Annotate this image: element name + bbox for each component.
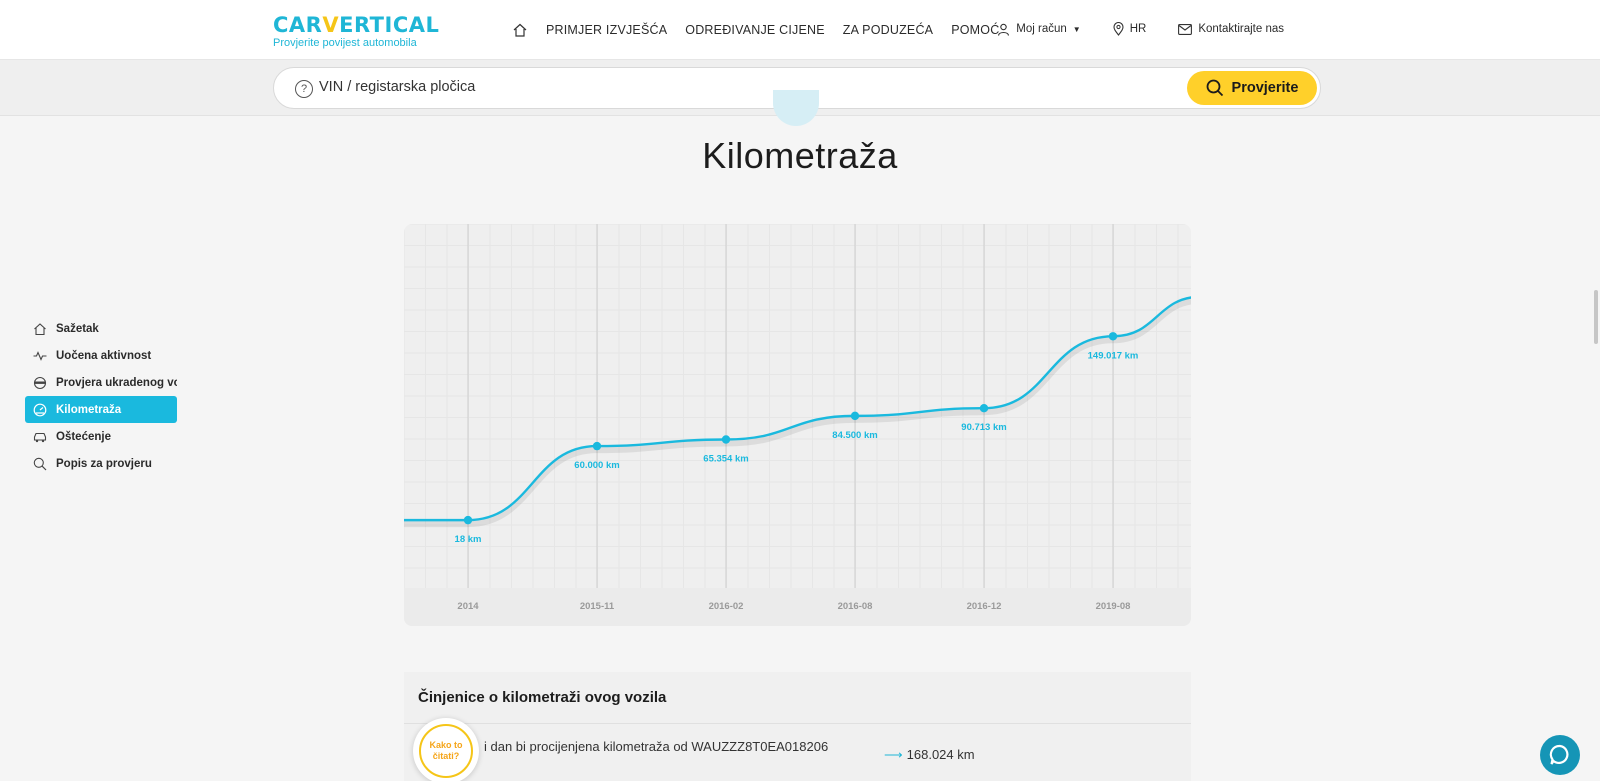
language-selector[interactable]: HR [1113,22,1147,36]
chevron-down-icon: ▼ [1072,24,1081,34]
data-label: 18 km [455,534,482,545]
data-label: 149.017 km [1088,350,1139,361]
report-sidebar: Sažetak Uočena aktivnost Provjera ukrade… [25,315,177,477]
data-point [850,411,860,421]
mail-icon [1178,23,1193,35]
data-point [721,435,731,444]
location-pin-icon [1113,22,1124,36]
series-line-shadow [404,298,1191,528]
arrow-right-icon: ⟶ [884,747,903,762]
page-title: Kilometraža [702,135,898,176]
logo-tagline: Provjerite povijest automobila [273,37,417,49]
contact-label: Kontaktirajte nas [1198,23,1284,35]
chat-button[interactable] [1540,735,1580,775]
fact-estimated-mileage-value: ⟶ 168.024 km [884,747,975,763]
sidebar-item-activity[interactable]: Uočena aktivnost [25,342,177,369]
utility-nav: Moj račun ▼ HR Kontaktirajte nas [997,22,1284,36]
account-menu[interactable]: Moj račun ▼ [997,23,1081,36]
nav-help[interactable]: POMOĆ [951,23,1000,37]
data-label: 84.500 km [832,430,877,441]
x-tick-label: 2019-08 [1096,601,1131,612]
main-nav: PRIMJER IZVJEŠĆA ODREĐIVANJE CIJENE ZA P… [512,22,999,38]
sidebar-item-label: Sažetak [56,322,99,335]
mileage-facts-panel: Činjenice o kilometraži ovog vozila i da… [404,672,1191,781]
series-line [404,296,1191,522]
sidebar-item-checklist[interactable]: Popis za provjeru [25,450,177,477]
data-point [1108,332,1118,341]
mileage-chart-svg: 18 km 60.000 km 65.354 km 84.500 km 90.713 k… [404,224,1191,626]
user-icon [998,23,1010,36]
facts-title: Činjenice o kilometraži ovog vozila [418,689,667,706]
logo-wordmark: CARVERTICAL [273,13,440,37]
sidebar-item-label: Provjera ukradenog vozila [56,376,177,389]
sidebar-item-label: Kilometraža [56,403,122,416]
section-icon-circle [773,90,819,126]
language-label: HR [1129,23,1147,35]
sidebar-item-label: Popis za provjeru [56,457,152,470]
search-button-label: Provjerite [1231,80,1299,96]
data-label: 90.713 km [961,422,1006,433]
data-point [463,515,473,525]
fact-value-text: 168.024 km [906,747,975,762]
carvertical-logo[interactable]: CARVERTICAL Provjerite povijest automobi… [273,14,439,49]
x-tick-label: 2016-08 [838,601,873,612]
chat-bubble-icon [1549,744,1569,765]
x-tick-label: 2016-12 [967,601,1002,612]
account-label: Moj račun [1016,23,1067,35]
sidebar-item-mileage[interactable]: Kilometraža [25,396,177,423]
nav-sample-report[interactable]: PRIMJER IZVJEŠĆA [546,23,668,37]
nav-business[interactable]: ZA PODUZEĆA [842,23,934,37]
activity-icon [33,350,47,361]
how-to-read-button[interactable]: Kako to čitati? [413,718,479,781]
data-label: 65.354 km [703,453,748,464]
data-point [592,441,602,451]
damaged-car-icon [33,432,47,442]
fact-estimated-mileage-text: i dan bi procijenjena kilometraža od WAU… [484,739,829,754]
facts-divider [404,723,1191,724]
x-tick-label: 2016-02 [709,601,744,612]
x-tick-label: 2015-11 [580,601,615,612]
scrollbar-thumb[interactable] [1594,290,1598,344]
sidebar-item-label: Uočena aktivnost [56,349,152,362]
data-point [979,404,989,413]
sidebar-item-stolen-check[interactable]: Provjera ukradenog vozila [25,369,177,396]
x-tick-label: 2014 [457,601,479,612]
contact-link[interactable]: Kontaktirajte nas [1178,23,1284,35]
nav-pricing[interactable]: ODREĐIVANJE CIJENE [685,23,825,37]
x-axis-band [404,588,1191,626]
search-submit-button[interactable]: Provjerite [1187,71,1317,105]
vin-search-input[interactable] [319,79,1119,95]
question-mark-icon[interactable]: ? [295,80,313,98]
sidebar-item-damage[interactable]: Oštećenje [25,423,177,450]
speedometer-icon [33,403,47,416]
mileage-chart: 18 km 60.000 km 65.354 km 84.500 km 90.713 k… [404,224,1191,626]
sidebar-item-label: Oštećenje [56,430,111,443]
magnifier-icon [33,457,47,470]
how-to-read-label: Kako to čitati? [419,724,473,778]
top-navigation-bar: CARVERTICAL Provjerite povijest automobi… [0,0,1600,60]
sidebar-item-summary[interactable]: Sažetak [25,315,177,342]
home-icon[interactable] [512,22,528,38]
home-icon [34,322,46,335]
search-icon [1206,79,1223,97]
thief-icon [33,376,47,389]
data-label: 60.000 km [574,460,619,471]
